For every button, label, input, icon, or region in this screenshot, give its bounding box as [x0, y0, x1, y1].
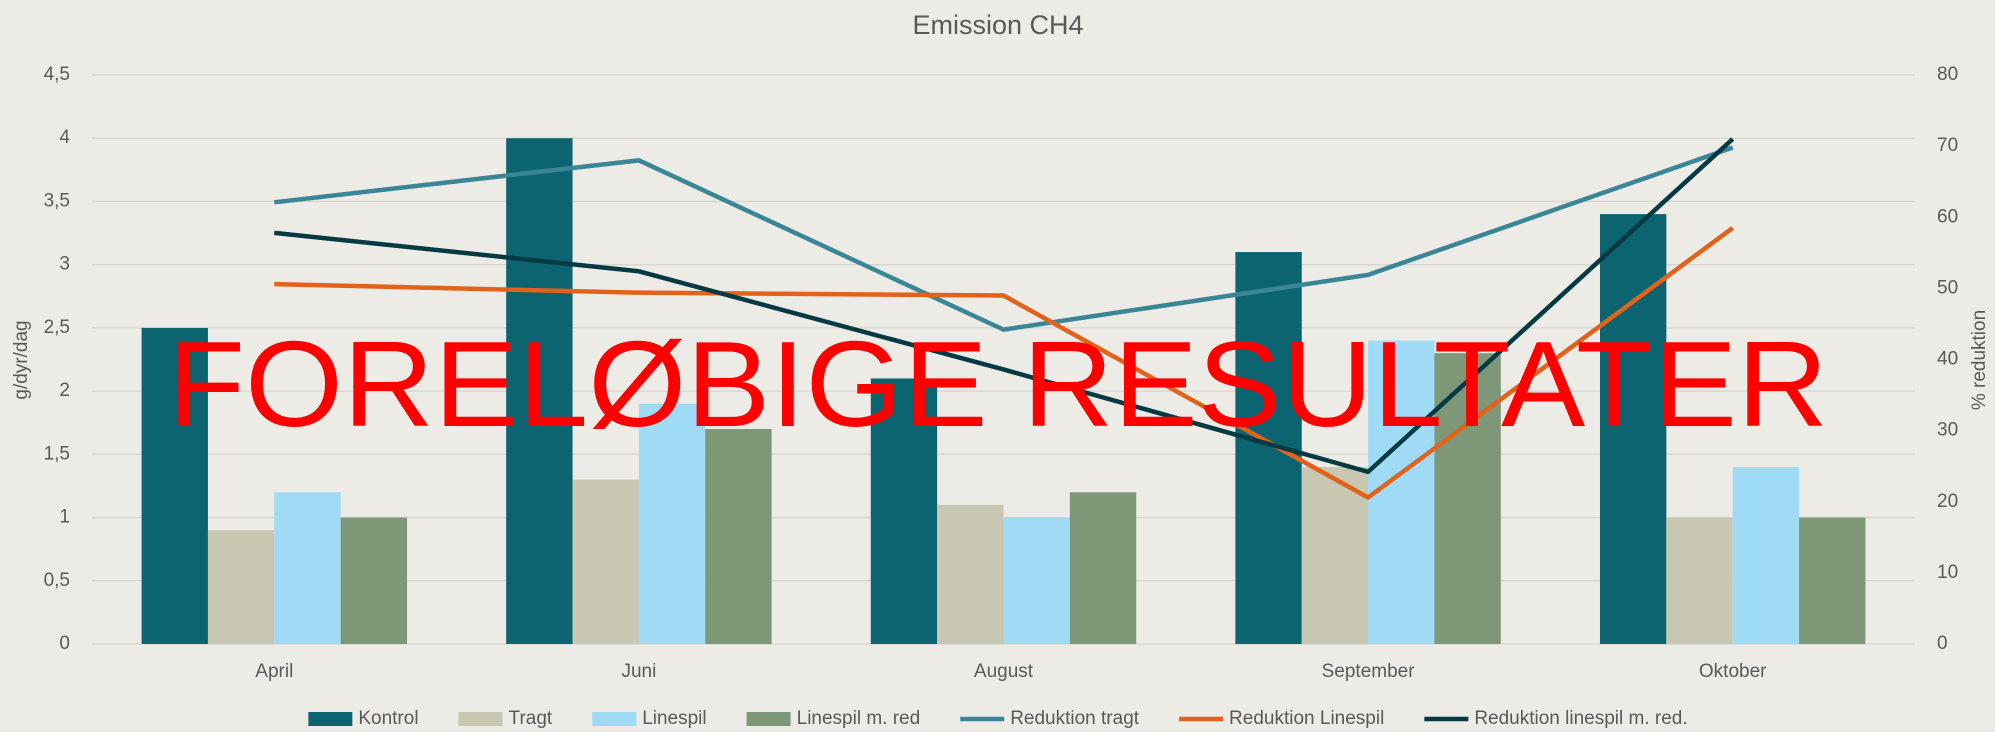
- legend-item: Reduktion tragt: [960, 708, 1140, 729]
- y2-tick-label: 60: [1937, 206, 1958, 227]
- legend-swatch: [308, 712, 353, 726]
- y-tick-label: 1,5: [44, 443, 70, 464]
- y2-tick-label: 20: [1937, 491, 1958, 512]
- bar: [274, 492, 341, 644]
- y2-tick-label: 80: [1937, 64, 1958, 85]
- bar: [207, 530, 275, 644]
- legend-item: Reduktion Linespil: [1179, 708, 1384, 729]
- legend: Kontrol Tragt Linespil Linespil m. red Reduk…: [308, 708, 1688, 729]
- y2-tick-label: 30: [1937, 420, 1958, 441]
- y-tick-label: 0: [59, 633, 70, 654]
- line: [274, 145, 1734, 332]
- bar: [1732, 466, 1800, 644]
- bar: [705, 429, 772, 644]
- y-tick-label: 3,5: [44, 190, 70, 211]
- bar: [506, 138, 573, 644]
- legend-label: Linespil m. red: [797, 708, 921, 729]
- legend-item: Reduktion linespil m. red.: [1424, 708, 1688, 729]
- y2-tick-label: 50: [1937, 277, 1958, 298]
- legend-label: Tragt: [509, 708, 553, 729]
- y-tick-label: 4,5: [44, 64, 70, 85]
- legend-item: Tragt: [458, 708, 553, 729]
- y2-tick-label: 70: [1937, 135, 1958, 156]
- x-tick-label: Oktober: [1699, 661, 1767, 682]
- y2-tick-label: 10: [1937, 562, 1958, 583]
- bar: [1301, 466, 1369, 644]
- legend-item: Linespil: [592, 708, 707, 729]
- y-axis-title: g/dyr/dag: [11, 320, 32, 399]
- bar: [340, 517, 408, 644]
- annotation: FORELØBIGE RESULTATER: [168, 316, 1828, 452]
- line: [274, 226, 1735, 500]
- chart-title: Emission CH4: [912, 10, 1083, 40]
- y2-tick-label: 40: [1937, 349, 1958, 370]
- y2-axis-title: % reduktion: [1969, 310, 1990, 410]
- y-tick-label: 3: [59, 254, 70, 275]
- bar: [1799, 517, 1866, 644]
- bar: [1368, 340, 1435, 644]
- bar: [638, 403, 706, 644]
- legend-swatch: [592, 712, 637, 726]
- legend-label: Reduktion linespil m. red.: [1474, 708, 1687, 729]
- bar: [572, 479, 639, 644]
- line: [274, 137, 1735, 475]
- x-tick-label: April: [255, 661, 293, 682]
- x-tick-label: September: [1322, 661, 1416, 682]
- legend-item: Linespil m. red: [746, 708, 921, 729]
- x-tick-label: August: [974, 661, 1034, 682]
- legend-label: Reduktion tragt: [1010, 708, 1140, 729]
- bar: [1666, 517, 1733, 644]
- y-tick-label: 4: [59, 127, 70, 148]
- legend-label: Reduktion Linespil: [1229, 708, 1384, 729]
- y-tick-label: 0,5: [44, 570, 70, 591]
- y-tick-label: 2,5: [44, 317, 70, 338]
- bar: [937, 504, 1004, 644]
- legend-item: Kontrol: [308, 708, 419, 729]
- bar: [1069, 492, 1137, 644]
- x-tick-label: Juni: [621, 661, 656, 682]
- bar: [141, 327, 208, 644]
- bar: [1003, 517, 1070, 644]
- y2-tick-label: 0: [1937, 633, 1948, 654]
- legend-swatch: [458, 712, 503, 726]
- bar: [870, 378, 938, 644]
- y-tick-label: 2: [59, 380, 70, 401]
- legend-label: Linespil: [642, 708, 706, 729]
- legend-label: Kontrol: [358, 708, 418, 729]
- legend-swatch: [746, 712, 791, 726]
- y-tick-label: 1: [59, 507, 70, 528]
